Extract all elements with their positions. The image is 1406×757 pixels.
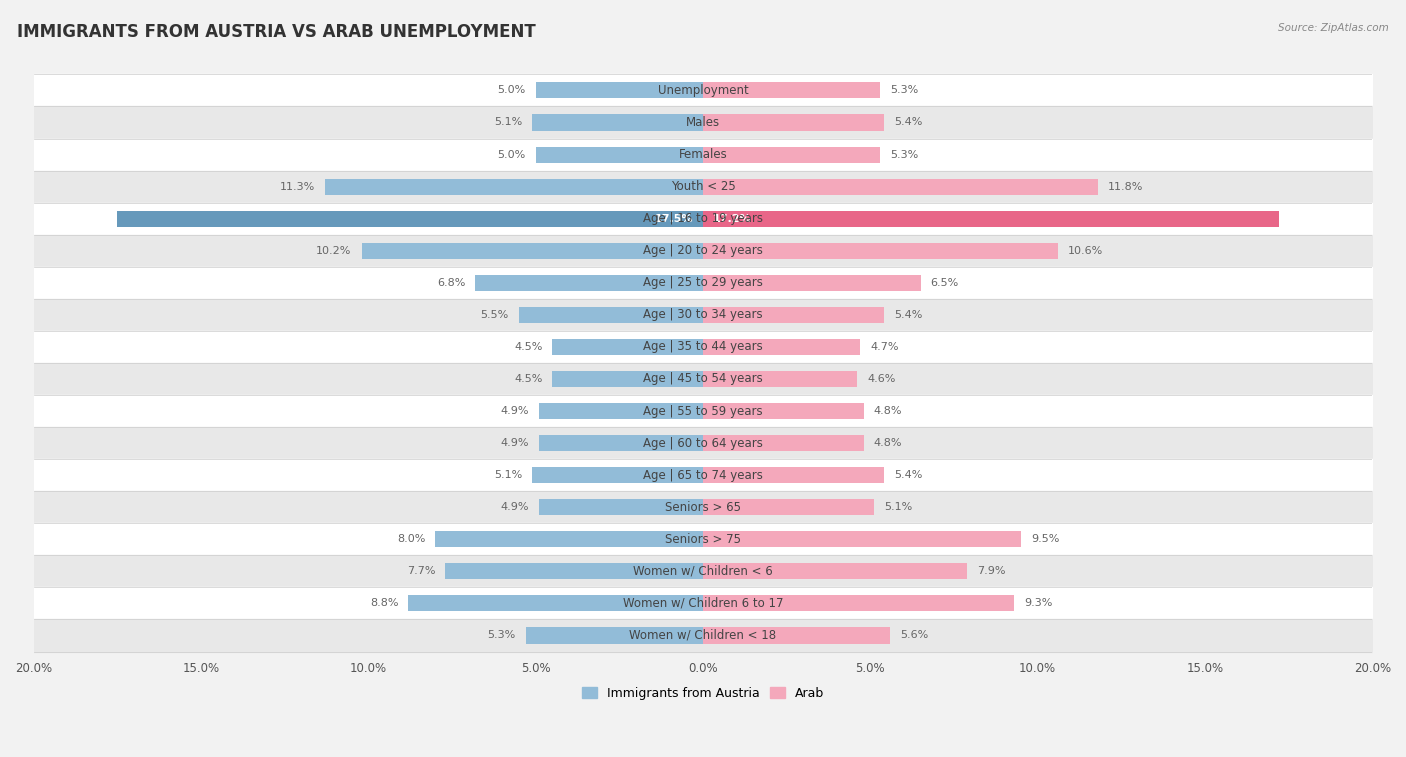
Bar xyxy=(703,435,863,451)
Text: Age | 45 to 54 years: Age | 45 to 54 years xyxy=(643,372,763,385)
Bar xyxy=(519,307,703,323)
Text: Age | 30 to 34 years: Age | 30 to 34 years xyxy=(643,308,763,322)
Text: Age | 16 to 19 years: Age | 16 to 19 years xyxy=(643,212,763,225)
Text: 5.1%: 5.1% xyxy=(494,117,522,127)
Text: 4.5%: 4.5% xyxy=(515,342,543,352)
Bar xyxy=(703,563,967,579)
Text: 4.8%: 4.8% xyxy=(873,406,903,416)
Bar xyxy=(703,371,858,387)
Bar xyxy=(553,339,703,355)
Text: 5.4%: 5.4% xyxy=(894,117,922,127)
Text: 8.0%: 8.0% xyxy=(396,534,425,544)
Text: Women w/ Children < 6: Women w/ Children < 6 xyxy=(633,565,773,578)
Text: 17.2%: 17.2% xyxy=(713,213,752,223)
Bar xyxy=(526,628,703,643)
Text: Age | 35 to 44 years: Age | 35 to 44 years xyxy=(643,341,763,354)
Text: Women w/ Children < 18: Women w/ Children < 18 xyxy=(630,629,776,642)
Text: 11.3%: 11.3% xyxy=(280,182,315,192)
Text: 10.2%: 10.2% xyxy=(316,246,352,256)
Bar xyxy=(703,114,884,130)
Text: Unemployment: Unemployment xyxy=(658,84,748,97)
Legend: Immigrants from Austria, Arab: Immigrants from Austria, Arab xyxy=(576,682,830,705)
Text: Age | 60 to 64 years: Age | 60 to 64 years xyxy=(643,437,763,450)
Bar xyxy=(536,83,703,98)
Bar xyxy=(703,210,1278,226)
Text: 10.6%: 10.6% xyxy=(1067,246,1104,256)
Bar xyxy=(117,210,703,226)
Text: 17.5%: 17.5% xyxy=(654,213,693,223)
Bar xyxy=(436,531,703,547)
Bar xyxy=(533,114,703,130)
Text: Age | 55 to 59 years: Age | 55 to 59 years xyxy=(643,404,763,418)
Bar xyxy=(533,467,703,483)
Text: Females: Females xyxy=(679,148,727,161)
Bar xyxy=(703,307,884,323)
Text: Women w/ Children 6 to 17: Women w/ Children 6 to 17 xyxy=(623,597,783,610)
Bar xyxy=(703,531,1021,547)
Bar xyxy=(703,403,863,419)
Text: 5.3%: 5.3% xyxy=(488,631,516,640)
Text: Seniors > 65: Seniors > 65 xyxy=(665,500,741,514)
Text: IMMIGRANTS FROM AUSTRIA VS ARAB UNEMPLOYMENT: IMMIGRANTS FROM AUSTRIA VS ARAB UNEMPLOY… xyxy=(17,23,536,41)
Text: 9.5%: 9.5% xyxy=(1031,534,1059,544)
Text: 4.9%: 4.9% xyxy=(501,502,529,512)
Text: Age | 20 to 24 years: Age | 20 to 24 years xyxy=(643,245,763,257)
Bar xyxy=(536,147,703,163)
Bar xyxy=(446,563,703,579)
Bar xyxy=(703,467,884,483)
Text: Seniors > 75: Seniors > 75 xyxy=(665,533,741,546)
Bar xyxy=(325,179,703,195)
Text: 5.5%: 5.5% xyxy=(481,310,509,320)
Text: 5.1%: 5.1% xyxy=(884,502,912,512)
Text: 5.1%: 5.1% xyxy=(494,470,522,480)
Text: 4.8%: 4.8% xyxy=(873,438,903,448)
Text: Age | 65 to 74 years: Age | 65 to 74 years xyxy=(643,469,763,481)
Text: 4.9%: 4.9% xyxy=(501,406,529,416)
Text: 5.6%: 5.6% xyxy=(900,631,929,640)
Text: 5.0%: 5.0% xyxy=(498,86,526,95)
Text: Source: ZipAtlas.com: Source: ZipAtlas.com xyxy=(1278,23,1389,33)
Bar xyxy=(475,275,703,291)
Bar xyxy=(703,275,921,291)
Text: 4.5%: 4.5% xyxy=(515,374,543,384)
Bar xyxy=(703,179,1098,195)
Bar xyxy=(538,435,703,451)
Bar xyxy=(703,83,880,98)
Text: 5.4%: 5.4% xyxy=(894,470,922,480)
Text: 4.9%: 4.9% xyxy=(501,438,529,448)
Bar xyxy=(703,243,1057,259)
Text: 7.9%: 7.9% xyxy=(977,566,1005,576)
Text: 5.3%: 5.3% xyxy=(890,150,918,160)
Bar xyxy=(703,339,860,355)
Bar xyxy=(553,371,703,387)
Text: 5.4%: 5.4% xyxy=(894,310,922,320)
Text: 5.0%: 5.0% xyxy=(498,150,526,160)
Bar xyxy=(703,628,890,643)
Text: 7.7%: 7.7% xyxy=(406,566,436,576)
Text: Males: Males xyxy=(686,116,720,129)
Bar xyxy=(703,147,880,163)
Text: 6.8%: 6.8% xyxy=(437,278,465,288)
Bar xyxy=(538,403,703,419)
Text: 11.8%: 11.8% xyxy=(1108,182,1143,192)
Bar xyxy=(703,499,873,516)
Text: 4.7%: 4.7% xyxy=(870,342,898,352)
Bar xyxy=(409,596,703,612)
Text: 8.8%: 8.8% xyxy=(370,599,398,609)
Text: 5.3%: 5.3% xyxy=(890,86,918,95)
Text: 6.5%: 6.5% xyxy=(931,278,959,288)
Text: Age | 25 to 29 years: Age | 25 to 29 years xyxy=(643,276,763,289)
Bar xyxy=(361,243,703,259)
Text: 9.3%: 9.3% xyxy=(1025,599,1053,609)
Text: 4.6%: 4.6% xyxy=(868,374,896,384)
Bar xyxy=(703,596,1014,612)
Bar xyxy=(538,499,703,516)
Text: Youth < 25: Youth < 25 xyxy=(671,180,735,193)
